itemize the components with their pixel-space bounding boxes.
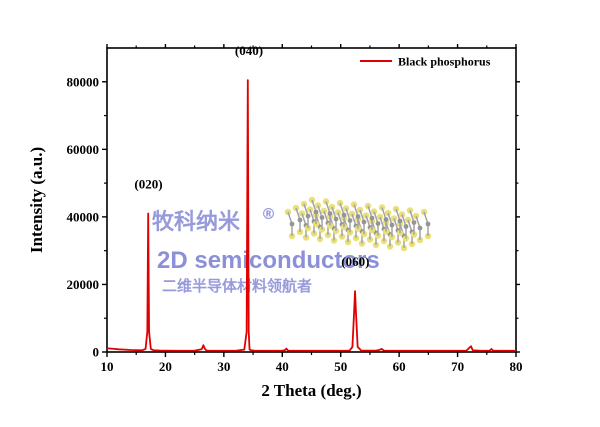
lattice-atom-mid xyxy=(369,215,375,221)
lattice-atom-mid xyxy=(403,224,409,229)
lattice-atom-mid xyxy=(341,212,347,218)
legend: Black phosphorus xyxy=(360,55,491,69)
lattice-atom-mid xyxy=(313,209,319,215)
x-tick-label: 10 xyxy=(101,359,114,374)
lattice-atom-mid xyxy=(297,217,303,223)
legend-label: Black phosphorus xyxy=(398,55,491,69)
watermark: 牧科纳米 ® 2D semiconductors 二维半导体材料领航者 xyxy=(152,196,432,295)
lattice-atom-mid xyxy=(305,213,311,219)
lattice-atom-mid xyxy=(417,225,423,231)
x-tick-label: 20 xyxy=(159,359,172,374)
peak-label: (020) xyxy=(134,177,162,192)
watermark-registered-mark: ® xyxy=(261,205,276,223)
x-tick-label: 60 xyxy=(393,359,406,374)
watermark-title: 2D semiconductors xyxy=(157,247,380,274)
watermark-slogan-cjk: 二维半导体材料领航者 xyxy=(162,277,312,295)
peak-label: (040) xyxy=(235,43,263,58)
lattice-atom-mid xyxy=(383,217,389,222)
lattice-atom-mid xyxy=(319,215,325,220)
y-tick-label: 60000 xyxy=(67,142,100,157)
x-tick-label: 70 xyxy=(451,359,464,374)
lattice-atom-mid xyxy=(327,211,333,216)
x-tick-label: 50 xyxy=(334,359,347,374)
x-tick-label: 30 xyxy=(217,359,230,374)
lattice-atom-mid xyxy=(289,221,295,227)
lattice-atom-mid xyxy=(425,221,431,227)
crystal-lattice-picture xyxy=(284,196,432,252)
lattice-atom-mid xyxy=(375,221,381,226)
lattice-atom-mid xyxy=(411,220,417,225)
y-tick-label: 0 xyxy=(93,345,100,360)
series-line-black-phosphorus xyxy=(106,79,516,352)
plot-area: 10 20 30 40 50 60 70 80 0 20000 40000 60000 80000 (02… xyxy=(67,43,523,374)
x-axis-title: 2 Theta (deg.) xyxy=(261,381,361,400)
lattice-atom-mid xyxy=(355,214,361,219)
lattice-atom-mid xyxy=(361,219,367,225)
x-tick-label: 80 xyxy=(510,359,523,374)
lattice-atom-mid xyxy=(333,216,339,222)
y-tick-label: 20000 xyxy=(67,277,100,292)
peak-label: (060) xyxy=(341,254,369,269)
y-tick-label: 80000 xyxy=(67,74,100,89)
y-tick-label: 40000 xyxy=(67,209,100,224)
y-axis-title: Intensity (a.u.) xyxy=(27,147,46,253)
x-tick-label: 40 xyxy=(276,359,289,374)
watermark-brand-cjk: 牧科纳米 xyxy=(152,209,241,235)
lattice-atom-mid xyxy=(347,218,353,223)
lattice-atom-mid xyxy=(389,222,395,228)
lattice-atom-mid xyxy=(397,218,403,224)
